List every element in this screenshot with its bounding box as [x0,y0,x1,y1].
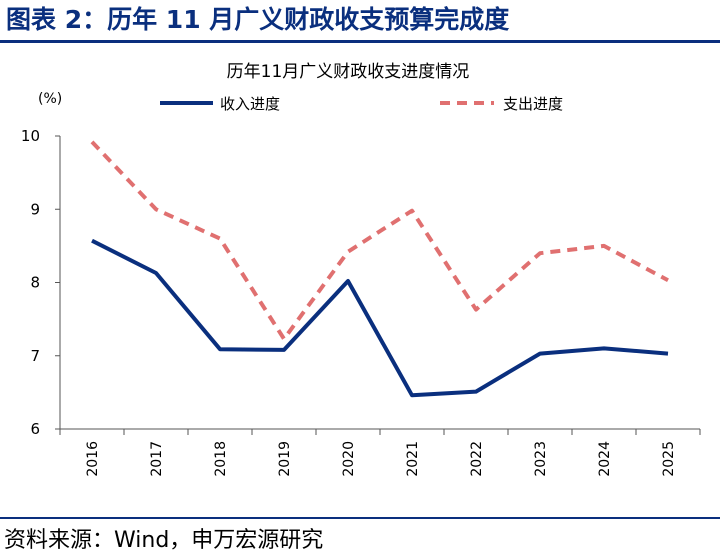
revenue-series-line [91,238,669,398]
y-tick-label: 9 [30,200,40,218]
x-tick-label: 2017 [149,441,165,477]
x-tick-label: 2019 [277,441,293,477]
y-tick-label: 8 [30,274,40,292]
x-tick-label: 2025 [661,441,677,477]
expenditure-series-line [90,140,669,341]
x-tick-label: 2016 [85,441,101,477]
chart-title: 历年11月广义财政收支进度情况 [227,62,470,82]
figure-header: 图表 2：历年 11 月广义财政收支预算完成度 [6,5,510,34]
series-layer [90,140,669,398]
x-tick-label: 2020 [341,441,357,477]
legend-label: 收入进度 [220,95,280,113]
legend: 收入进度 支出进度 [160,95,563,113]
x-tick-label: 2022 [469,441,485,477]
legend-label: 支出进度 [503,95,563,113]
y-tick-label: 10 [21,127,40,145]
y-tick-label: 6 [30,420,40,438]
header-rule [0,40,720,43]
y-tick-label: 7 [30,347,40,365]
x-tick-label: 2023 [533,441,549,477]
x-tick-label: 2018 [213,441,229,477]
y-axis-unit: (%) [38,91,62,107]
x-tick-label: 2021 [405,441,421,477]
x-tick-label: 2024 [597,441,613,477]
axes: 6 7 8 9 10 2016 2017 2018 2019 2020 2021 2022 2023 20… [21,127,701,477]
line-chart: 历年11月广义财政收支进度情况 (%) 收入进度 支出进度 6 7 8 9 10 2016 2… [21,62,701,477]
footer-rule [0,517,720,519]
source-note: 资料来源：Wind，申万宏源研究 [4,528,324,553]
